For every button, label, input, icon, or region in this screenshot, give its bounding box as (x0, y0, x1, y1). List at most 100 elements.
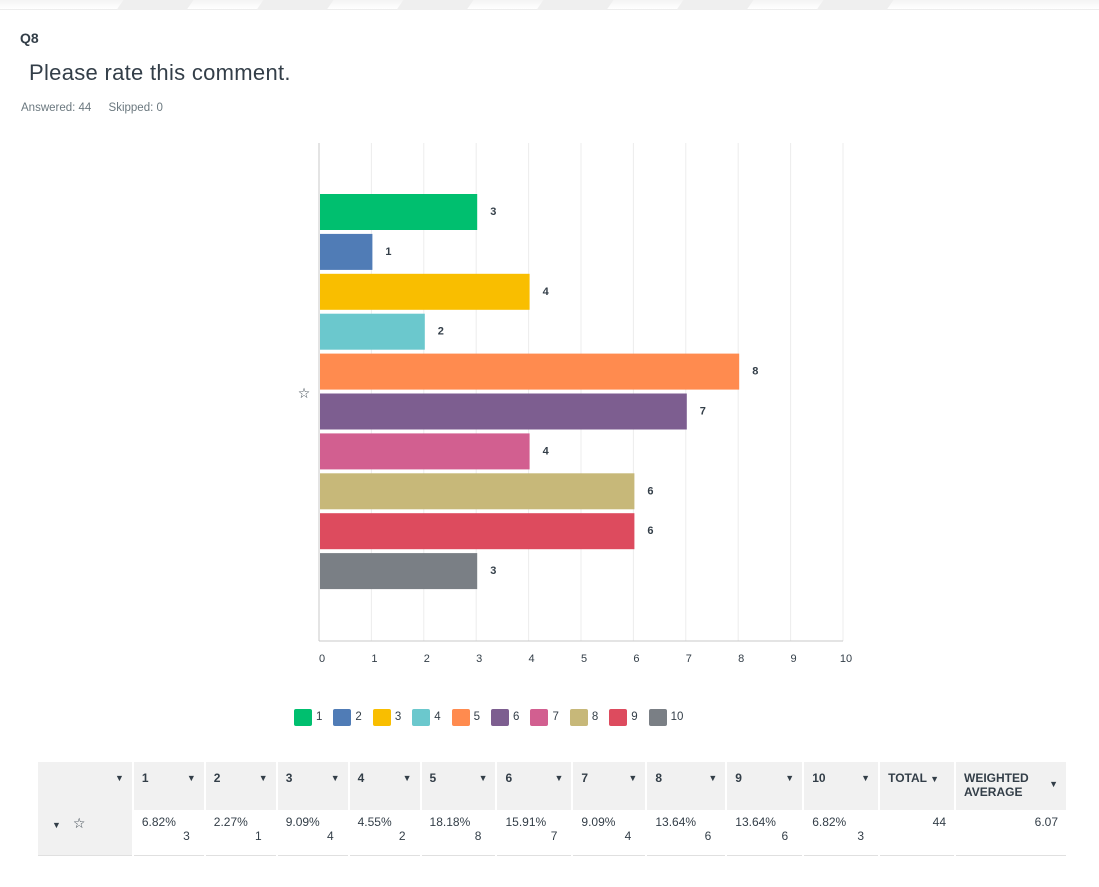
legend-label: 10 (670, 711, 684, 723)
bar-8 (320, 473, 635, 510)
question-number: Q8 (20, 30, 39, 46)
legend-swatch (491, 708, 510, 726)
x-tick-label: 2 (424, 653, 430, 665)
sort-caret-icon[interactable]: ▼ (478, 773, 488, 783)
legend-item[interactable]: 5 (451, 708, 481, 726)
bar-value-label: 1 (385, 246, 391, 258)
star-icon: ☆ (72, 815, 86, 831)
sort-caret-icon[interactable]: ▼ (186, 773, 196, 783)
bar-7 (320, 433, 530, 470)
sort-caret-icon[interactable]: ▼ (114, 773, 124, 783)
legend-label: 2 (355, 711, 362, 723)
legend-swatch (451, 708, 470, 726)
sort-caret-icon[interactable]: ▼ (628, 773, 638, 783)
value-cell: 18.18% 8 (420, 810, 498, 856)
sort-caret-icon[interactable]: ▼ (1049, 779, 1058, 789)
bar-2 (320, 233, 373, 270)
legend-label: 3 (394, 711, 402, 723)
column-header[interactable]: 6 ▼ (496, 762, 574, 810)
top-banner-decoration (0, 0, 1099, 10)
legend-label: 6 (513, 711, 520, 723)
column-header[interactable]: 3 ▼ (276, 762, 350, 810)
legend-swatch (569, 708, 588, 726)
weighted-average-cell: 6.07 (955, 810, 1068, 856)
column-header[interactable]: 5 ▼ (420, 762, 498, 810)
response-meta: Answered: 44 Skipped: 0 (21, 102, 177, 114)
bar-value-label: 7 (700, 406, 706, 418)
value-cell: 13.64% 6 (726, 810, 805, 856)
sort-caret-icon[interactable]: ▼ (785, 773, 795, 783)
legend-swatch (609, 708, 628, 726)
value-cell: 9.09% 4 (276, 810, 350, 856)
legend-item[interactable]: 2 (333, 708, 362, 726)
skipped-count: Skipped: 0 (108, 102, 163, 114)
value-cell: 6.82% 3 (803, 810, 881, 856)
legend-label: 8 (591, 711, 599, 723)
bar-3 (320, 273, 530, 310)
row-label-header[interactable]: ▼ (38, 762, 134, 810)
legend-item[interactable]: 1 (294, 708, 322, 726)
row-label-cell[interactable]: ▼ ☆ (38, 810, 134, 856)
legend-item[interactable]: 3 (372, 708, 402, 726)
table-header-row: ▼ 1 ▼ 2 ▼ 3 ▼ 4 ▼ 5 ▼ 6 ▼ 7 ▼ 8 ▼ 9 ▼ 10 ▼ TOTAL ▼… (38, 762, 1068, 810)
x-tick-label: 8 (738, 653, 744, 665)
x-tick-label: 9 (791, 653, 797, 665)
legend-label: 9 (631, 711, 638, 723)
legend-swatch (530, 708, 549, 726)
legend-label: 4 (434, 711, 441, 723)
weighted-average-header[interactable]: ▼ WEIGHTED AVERAGE (955, 762, 1068, 810)
sort-caret-icon[interactable]: ▼ (861, 773, 871, 783)
value-cell: 9.09% 4 (572, 810, 648, 856)
legend-swatch (372, 708, 391, 726)
bar-value-label: 6 (647, 485, 653, 497)
bar-10 (320, 553, 478, 590)
column-header[interactable]: 1 ▼ (132, 762, 206, 810)
column-header[interactable]: 7 ▼ (572, 762, 648, 810)
bar-value-label: 6 (647, 525, 653, 537)
legend-item[interactable]: 10 (648, 708, 684, 726)
bar-6 (320, 393, 687, 430)
legend-swatch (648, 708, 667, 726)
star-icon: ☆ (298, 385, 311, 401)
legend-item[interactable]: 4 (412, 708, 441, 726)
expand-caret-icon[interactable]: ▼ (52, 820, 61, 830)
x-tick-label: 5 (581, 653, 587, 665)
x-tick-label: 0 (319, 653, 325, 665)
x-tick-label: 1 (371, 653, 377, 665)
total-header[interactable]: TOTAL ▼ (879, 762, 957, 810)
column-header[interactable]: 9 ▼ (726, 762, 805, 810)
legend-item[interactable]: 7 (530, 708, 559, 726)
sort-caret-icon[interactable]: ▼ (258, 773, 268, 783)
question-title: Please rate this comment. (29, 60, 291, 85)
value-cell: 2.27% 1 (204, 810, 278, 856)
rating-bar-chart: 0 1 2 3 4 5 6 7 8 9 10 3 1 4 2 8 7 4 6 6 3 ☆ (298, 143, 852, 665)
legend-label: 7 (552, 711, 559, 723)
sort-caret-icon[interactable]: ▼ (330, 773, 340, 783)
legend-item[interactable]: 8 (569, 708, 599, 726)
legend-item[interactable]: 9 (609, 708, 638, 726)
bar-value-label: 3 (490, 206, 496, 218)
bar-4 (320, 313, 425, 350)
column-header[interactable]: 10 ▼ (803, 762, 881, 810)
column-header[interactable]: 8 ▼ (646, 762, 728, 810)
x-tick-label: 10 (840, 653, 852, 665)
bar-value-label: 2 (438, 326, 444, 338)
sort-caret-icon[interactable]: ▼ (930, 774, 940, 784)
sort-caret-icon[interactable]: ▼ (554, 773, 564, 783)
column-header[interactable]: 2 ▼ (204, 762, 278, 810)
chart-legend: 1 2 3 4 5 6 7 8 9 10 (294, 708, 694, 726)
sort-caret-icon[interactable]: ▼ (402, 773, 412, 783)
bar-value-label: 8 (752, 366, 758, 378)
x-tick-label: 7 (686, 653, 692, 665)
value-cell: 15.91% 7 (496, 810, 574, 856)
sort-caret-icon[interactable]: ▼ (708, 773, 718, 783)
legend-swatch (412, 708, 431, 726)
column-header[interactable]: 4 ▼ (348, 762, 422, 810)
legend-item[interactable]: 6 (491, 708, 520, 726)
x-tick-label: 3 (476, 653, 482, 665)
summary-table: ▼ 1 ▼ 2 ▼ 3 ▼ 4 ▼ 5 ▼ 6 ▼ 7 ▼ 8 ▼ 9 ▼ 10 ▼ TOTAL ▼… (38, 762, 1068, 856)
answered-count: Answered: 44 (21, 102, 92, 114)
total-cell: 44 (879, 810, 957, 856)
legend-swatch (333, 708, 352, 726)
legend-label: 5 (473, 711, 481, 723)
